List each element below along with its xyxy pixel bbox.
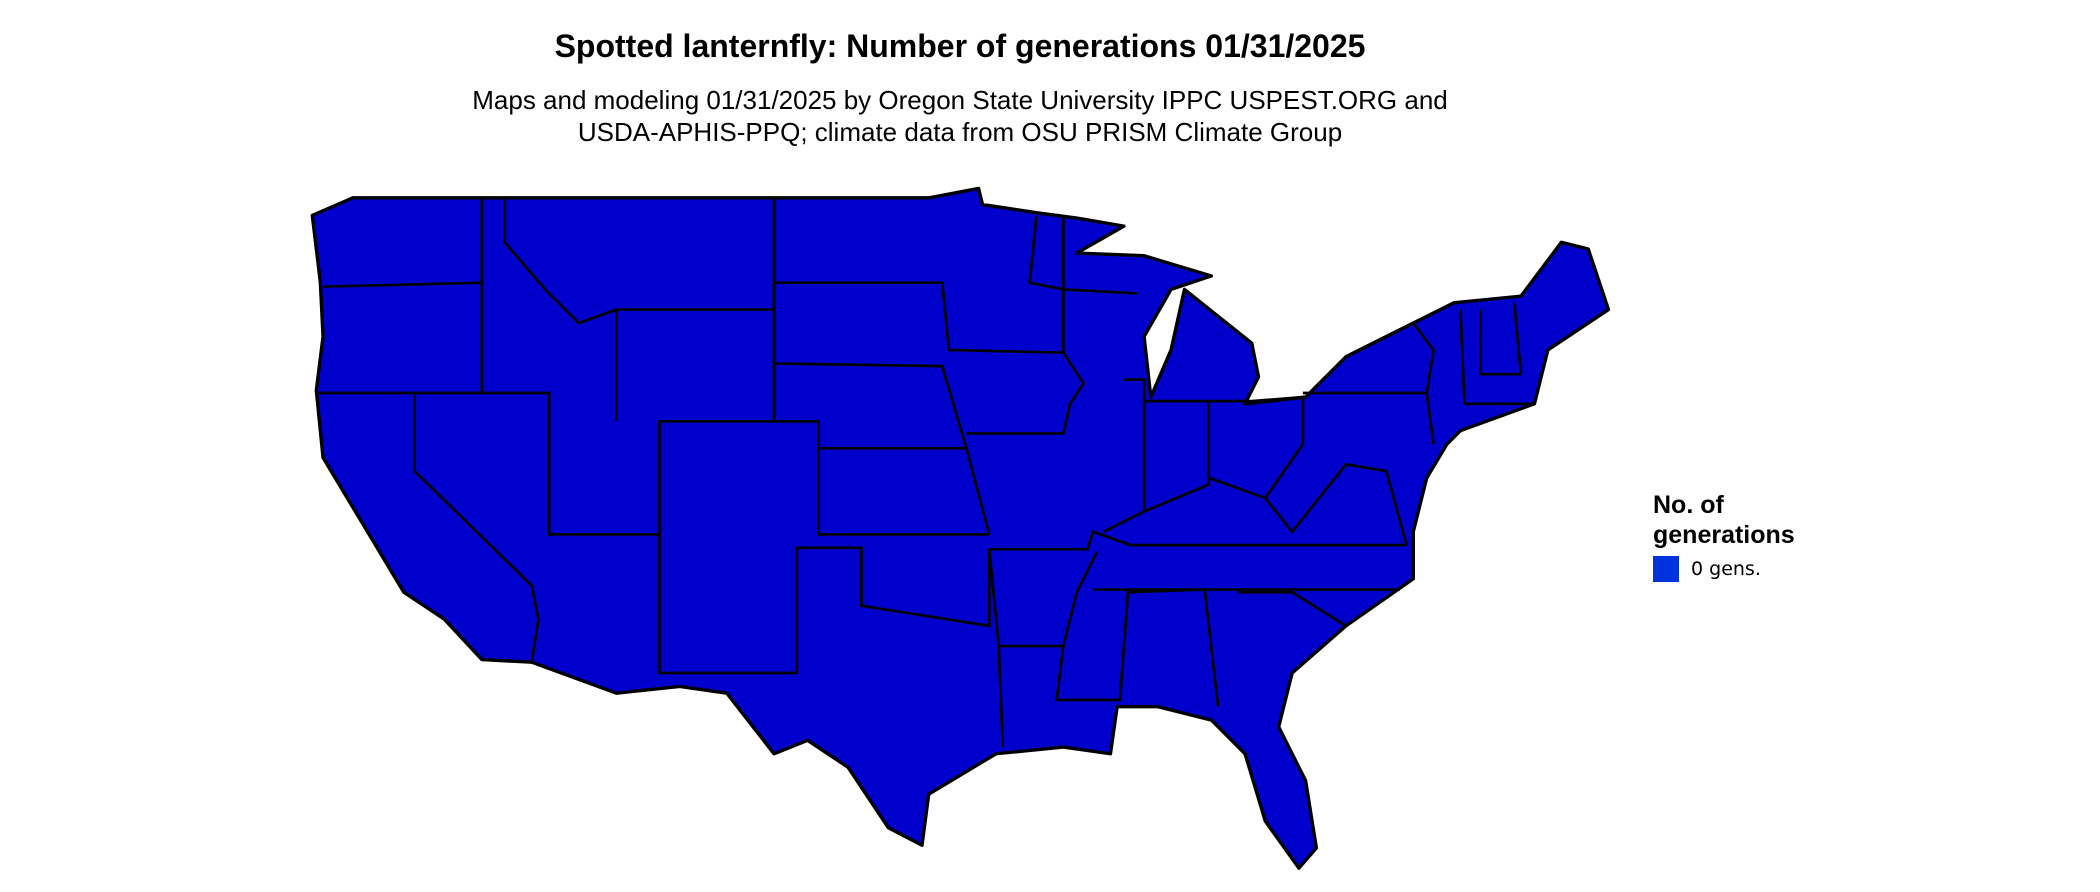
state-borders	[317, 197, 1535, 748]
state-border	[1459, 309, 1535, 406]
state-border	[773, 215, 1065, 355]
state-border	[773, 362, 968, 449]
legend-title: No. of generations	[1653, 490, 1795, 550]
legend-title-line-1: No. of	[1653, 491, 1724, 519]
legend-swatch	[1653, 556, 1679, 582]
subtitle-line-1: Maps and modeling 01/31/2025 by Oregon S…	[472, 85, 1448, 115]
legend-title-line-2: generations	[1653, 521, 1795, 549]
state-border	[772, 282, 991, 535]
legend-label: 0 gens.	[1691, 558, 1761, 580]
legend: No. of generations 0 gens.	[1653, 490, 1795, 582]
state-border	[1143, 399, 1211, 513]
state-border	[1412, 322, 1435, 394]
state-border	[987, 549, 1005, 748]
state-border	[503, 197, 618, 422]
state-border	[966, 351, 1086, 435]
state-border	[1238, 590, 1347, 628]
state-border	[998, 551, 1099, 648]
subtitle-line-2: USDA-APHIS-PPQ; climate data from OSU PR…	[577, 117, 1343, 147]
state-border	[1055, 588, 1220, 707]
state-border	[1103, 378, 1146, 533]
map-title: Spotted lanternfly: Number of generation…	[554, 28, 1366, 64]
state-border	[1208, 395, 1305, 500]
map-subtitle: Maps and modeling 01/31/2025 by Oregon S…	[0, 84, 1920, 148]
state-border	[1479, 309, 1521, 376]
state-border	[1028, 215, 1138, 295]
state-border	[317, 391, 990, 536]
state-border	[413, 393, 540, 663]
state-border	[658, 534, 991, 675]
legend-item-0-gens: 0 gens.	[1653, 556, 1795, 582]
state-border	[1264, 462, 1408, 546]
state-border	[989, 529, 1407, 551]
us-outline	[310, 186, 1611, 870]
state-border	[1512, 302, 1523, 375]
